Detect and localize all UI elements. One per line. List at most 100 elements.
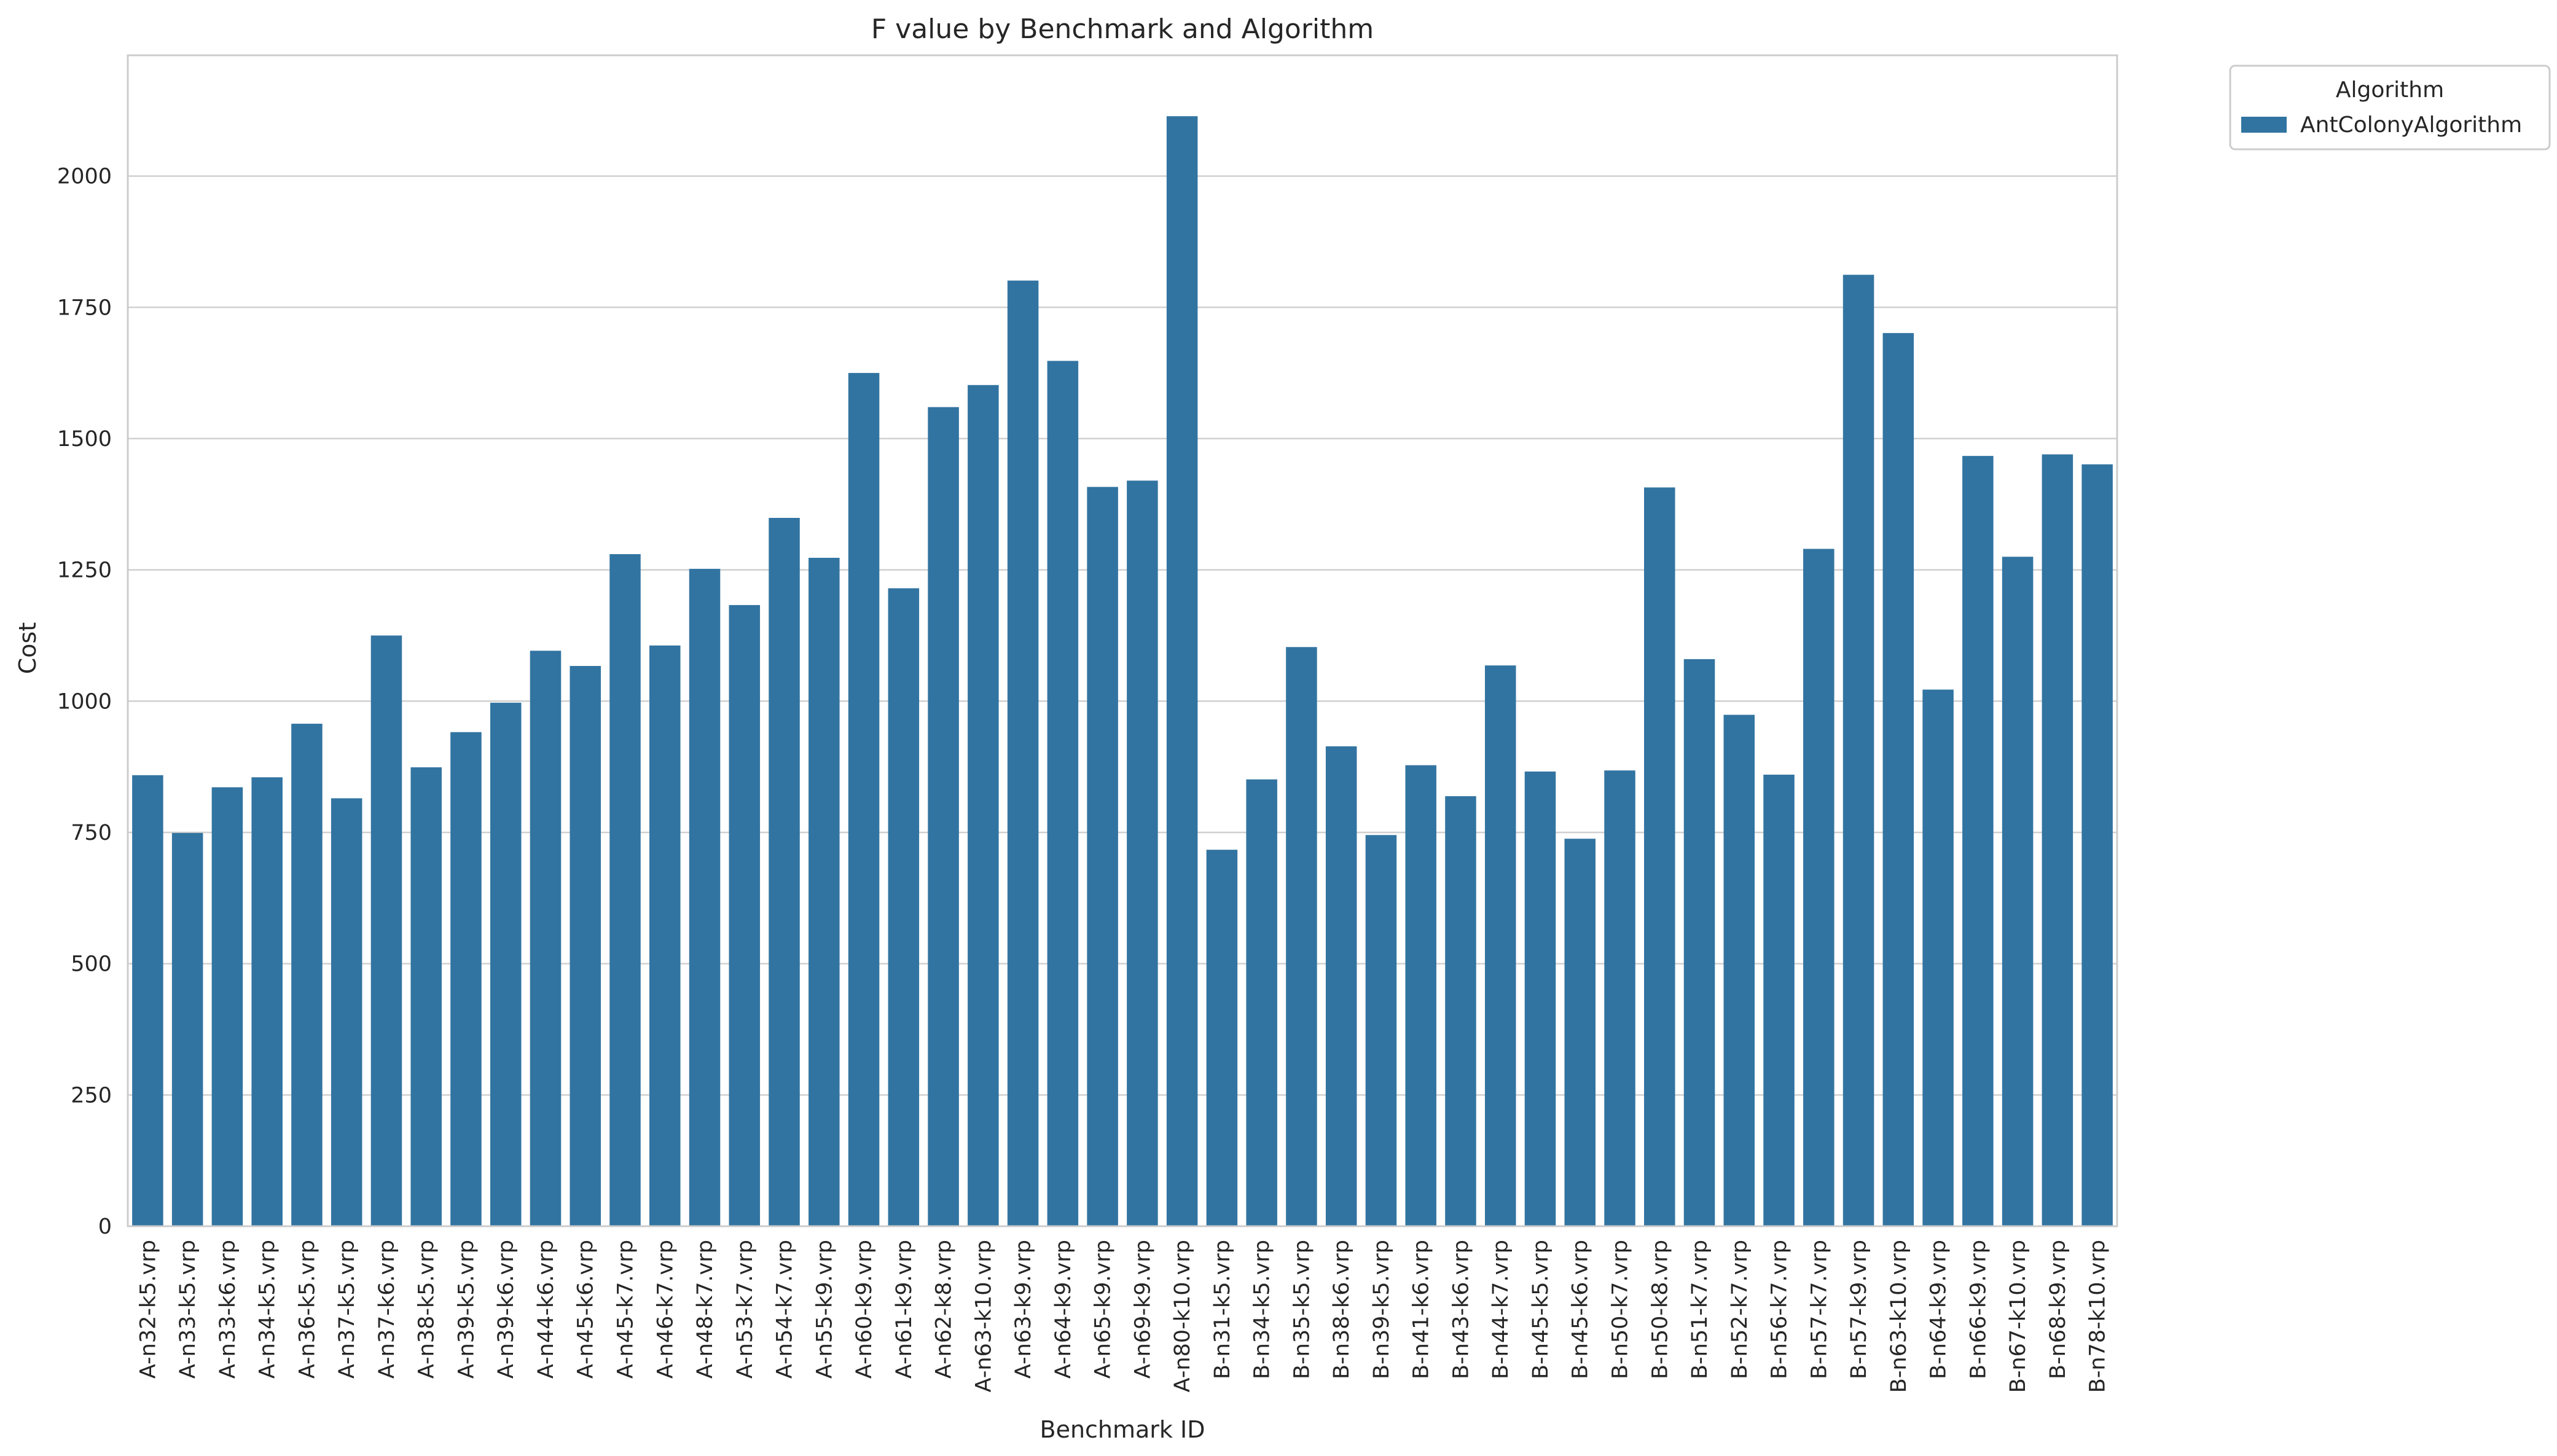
x-tick-label: A-n69-k9.vrp bbox=[1130, 1240, 1155, 1379]
y-tick-label: 1500 bbox=[57, 427, 112, 452]
x-tick-label: B-n39-k5.vrp bbox=[1369, 1240, 1394, 1379]
x-tick-label: A-n39-k5.vrp bbox=[454, 1240, 479, 1379]
bar-B-n52-k7-vrp bbox=[1723, 714, 1755, 1226]
x-tick-label: A-n54-k7.vrp bbox=[773, 1240, 797, 1379]
plot-frame bbox=[127, 54, 2118, 1227]
bar-B-n78-k10-vrp bbox=[2081, 464, 2113, 1227]
x-tick-label: A-n45-k7.vrp bbox=[614, 1240, 638, 1379]
bar-B-n39-k5-vrp bbox=[1365, 835, 1397, 1226]
x-tick-label: A-n45-k6.vrp bbox=[574, 1240, 598, 1379]
x-tick-label: A-n37-k5.vrp bbox=[335, 1240, 359, 1379]
bar-A-n45-k7-vrp bbox=[609, 554, 641, 1226]
x-tick-label: B-n41-k6.vrp bbox=[1409, 1240, 1434, 1379]
x-tick-label: A-n37-k6.vrp bbox=[375, 1240, 399, 1379]
x-tick-label: B-n66-k9.vrp bbox=[1966, 1240, 1991, 1379]
bar-A-n63-k9-vrp bbox=[1007, 280, 1039, 1227]
y-tick-label: 2000 bbox=[57, 165, 112, 189]
x-tick-label: A-n32-k5.vrp bbox=[136, 1240, 160, 1379]
y-tick-label: 1750 bbox=[57, 296, 112, 320]
bar-A-n34-k5-vrp bbox=[251, 777, 283, 1226]
bar-B-n67-k10-vrp bbox=[2002, 557, 2034, 1227]
bar-B-n56-k7-vrp bbox=[1763, 774, 1795, 1226]
x-tick-label: B-n50-k8.vrp bbox=[1648, 1240, 1672, 1379]
bar-B-n51-k7-vrp bbox=[1683, 659, 1715, 1226]
x-tick-label: A-n53-k7.vrp bbox=[733, 1240, 758, 1379]
x-tick-label: B-n45-k6.vrp bbox=[1568, 1240, 1593, 1379]
bar-B-n50-k8-vrp bbox=[1644, 487, 1675, 1227]
x-tick-label: A-n33-k6.vrp bbox=[216, 1240, 240, 1379]
x-axis-label: Benchmark ID bbox=[1040, 1416, 1205, 1443]
x-tick-label: A-n38-k5.vrp bbox=[415, 1240, 439, 1379]
y-tick-label: 1250 bbox=[57, 558, 112, 583]
bar-B-n34-k5-vrp bbox=[1246, 779, 1277, 1226]
bar-B-n31-k5-vrp bbox=[1206, 850, 1238, 1226]
x-tick-label: A-n34-k5.vrp bbox=[256, 1240, 280, 1379]
x-tick-label: B-n31-k5.vrp bbox=[1210, 1240, 1235, 1379]
x-tick-label: A-n65-k9.vrp bbox=[1091, 1240, 1116, 1379]
x-tick-label: A-n61-k9.vrp bbox=[892, 1240, 917, 1379]
y-tick-label: 500 bbox=[71, 952, 112, 977]
x-tick-label: A-n48-k7.vrp bbox=[693, 1240, 718, 1379]
bar-A-n33-k5-vrp bbox=[171, 832, 203, 1226]
bar-A-n37-k5-vrp bbox=[331, 798, 362, 1226]
x-tick-label: B-n38-k6.vrp bbox=[1329, 1240, 1354, 1379]
bar-B-n66-k9-vrp bbox=[1962, 456, 1994, 1226]
x-tick-label: B-n56-k7.vrp bbox=[1768, 1240, 1792, 1379]
y-tick-labels: 0 250 500 750 1000 1250 1500 1750 2000 bbox=[57, 165, 112, 1239]
bar-A-n55-k9-vrp bbox=[809, 557, 840, 1226]
y-tick-label: 0 bbox=[98, 1215, 112, 1239]
x-tick-label: B-n44-k7.vrp bbox=[1489, 1240, 1513, 1379]
bar-B-n35-k5-vrp bbox=[1286, 647, 1317, 1226]
x-tick-label: A-n64-k9.vrp bbox=[1051, 1240, 1076, 1379]
legend-title: Algorithm bbox=[2336, 77, 2444, 103]
bar-A-n65-k9-vrp bbox=[1087, 487, 1118, 1227]
bar-B-n41-k6-vrp bbox=[1405, 765, 1436, 1226]
bar-B-n38-k6-vrp bbox=[1325, 746, 1357, 1226]
y-tick-label: 1000 bbox=[57, 689, 112, 714]
bar-B-n45-k5-vrp bbox=[1524, 771, 1556, 1226]
x-tick-label: B-n57-k9.vrp bbox=[1847, 1240, 1871, 1379]
x-tick-label: A-n55-k9.vrp bbox=[812, 1240, 837, 1379]
x-tick-label: B-n78-k10.vrp bbox=[2086, 1240, 2110, 1393]
x-tick-label: A-n80-k10.vrp bbox=[1170, 1240, 1195, 1392]
chart-title: F value by Benchmark and Algorithm bbox=[871, 14, 1374, 45]
bar-A-n39-k5-vrp bbox=[450, 732, 482, 1226]
x-tick-label: B-n64-k9.vrp bbox=[1927, 1240, 1951, 1379]
legend-box bbox=[2229, 65, 2551, 151]
x-tick-label: A-n62-k8.vrp bbox=[932, 1240, 957, 1379]
x-tick-label: B-n35-k5.vrp bbox=[1290, 1240, 1314, 1379]
bar-A-n32-k5-vrp bbox=[132, 775, 163, 1226]
y-axis-label: Cost bbox=[14, 622, 41, 674]
x-tick-label: A-n44-k6.vrp bbox=[534, 1240, 558, 1379]
bar-B-n64-k9-vrp bbox=[1922, 689, 1954, 1226]
bar-A-n64-k9-vrp bbox=[1047, 361, 1079, 1226]
x-tick-label: B-n52-k7.vrp bbox=[1728, 1240, 1752, 1379]
legend-swatch bbox=[2241, 117, 2287, 133]
bar-A-n38-k5-vrp bbox=[410, 767, 442, 1226]
bar-A-n45-k6-vrp bbox=[570, 666, 601, 1226]
bar-B-n68-k9-vrp bbox=[2042, 454, 2073, 1226]
bar-B-n57-k9-vrp bbox=[1842, 275, 1874, 1226]
x-tick-label: A-n60-k9.vrp bbox=[852, 1240, 877, 1379]
bar-A-n62-k8-vrp bbox=[928, 407, 959, 1226]
bar-A-n53-k7-vrp bbox=[729, 605, 761, 1226]
x-tick-label: B-n68-k9.vrp bbox=[2046, 1240, 2070, 1379]
bar-A-n48-k7-vrp bbox=[689, 568, 721, 1226]
bar-B-n50-k7-vrp bbox=[1604, 770, 1635, 1226]
bar-A-n63-k10-vrp bbox=[968, 385, 999, 1226]
x-tick-label: B-n45-k5.vrp bbox=[1529, 1240, 1553, 1379]
bar-A-n33-k6-vrp bbox=[211, 787, 243, 1226]
x-tick-label: B-n50-k7.vrp bbox=[1608, 1240, 1633, 1379]
bar-A-n54-k7-vrp bbox=[769, 517, 800, 1226]
x-tick-label: A-n46-k7.vrp bbox=[653, 1240, 678, 1379]
x-tick-label: B-n67-k10.vrp bbox=[2006, 1240, 2030, 1393]
x-tick-label: B-n43-k6.vrp bbox=[1449, 1240, 1473, 1379]
x-tick-label: A-n39-k6.vrp bbox=[494, 1240, 519, 1379]
x-tick-label: A-n36-k5.vrp bbox=[295, 1240, 319, 1379]
bars bbox=[132, 116, 2113, 1227]
x-tick-label: B-n51-k7.vrp bbox=[1688, 1240, 1712, 1379]
y-tick-label: 250 bbox=[71, 1083, 112, 1108]
bar-A-n61-k9-vrp bbox=[888, 588, 920, 1226]
bar-A-n39-k6-vrp bbox=[490, 702, 522, 1226]
